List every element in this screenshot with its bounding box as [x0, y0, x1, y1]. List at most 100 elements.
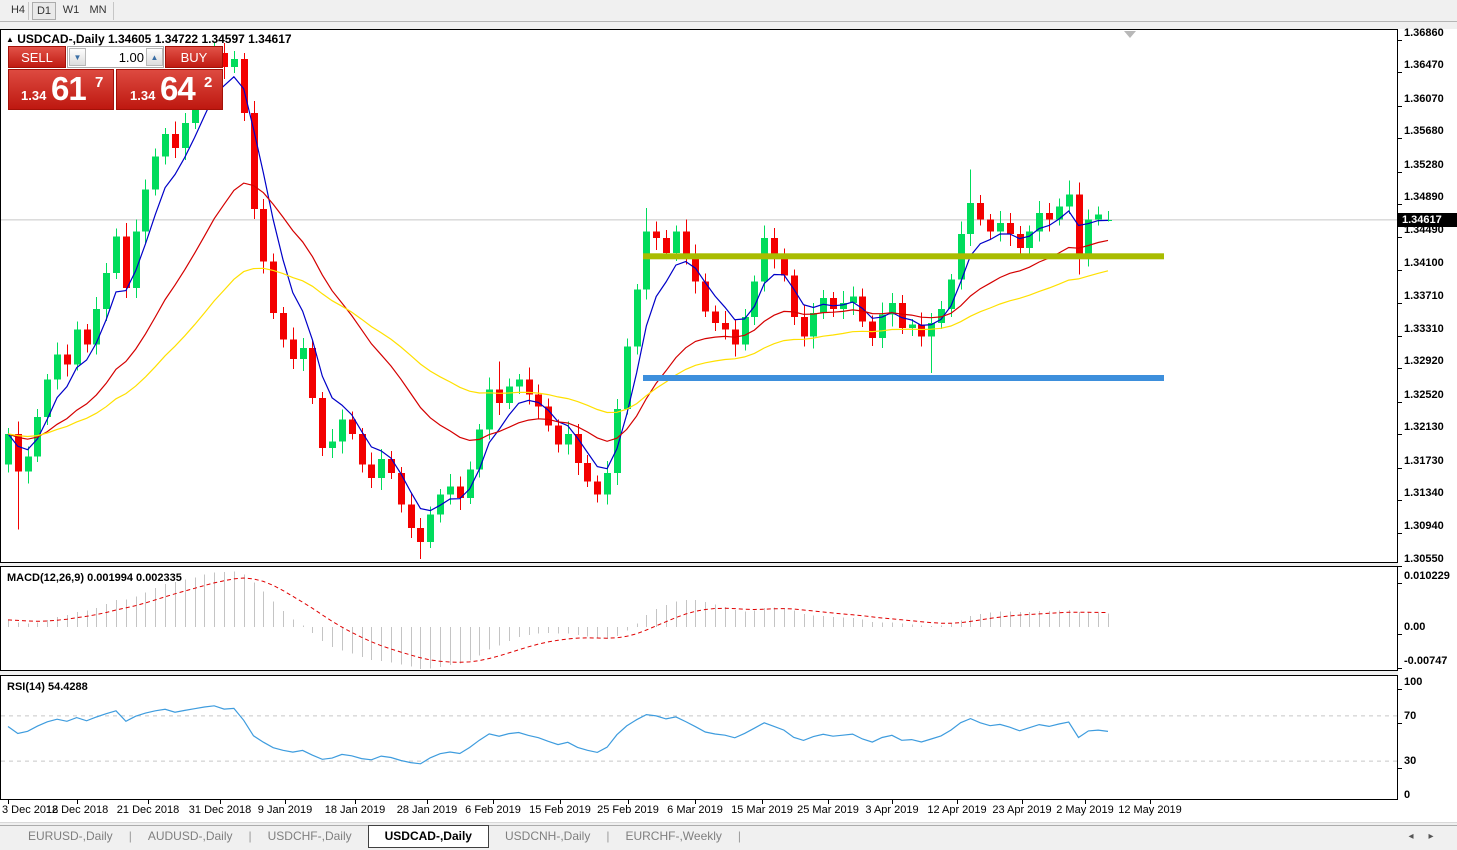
price-axis-label-tick	[1398, 204, 1402, 205]
date-axis-label: 18 Jan 2019	[324, 804, 386, 816]
bid-price-box[interactable]: 1.34 61 7	[8, 69, 114, 110]
date-axis-tick	[628, 800, 629, 804]
price-axis-label-tick	[1398, 172, 1402, 173]
ohlc-open: 1.34605	[107, 32, 152, 46]
price-chart-panel[interactable]	[0, 29, 1398, 563]
date-axis-tick	[1150, 800, 1151, 804]
date-axis-label: 31 Dec 2018	[188, 804, 252, 816]
toolbar-separator	[28, 2, 29, 20]
moving-average-42	[7, 267, 1109, 438]
date-axis-tick	[77, 800, 78, 804]
date-axis-tick	[957, 800, 958, 804]
price-axis-label-tick	[1398, 402, 1402, 403]
date-axis-label: 2 May 2019	[1056, 804, 1114, 816]
tab-scroll-right-icon[interactable]: ▸	[1428, 831, 1434, 842]
price-axis-label-tick	[1398, 270, 1402, 271]
date-axis-label: 12 May 2019	[1118, 804, 1182, 816]
ask-price-prefix: 1.34	[130, 88, 156, 103]
price-axis-label-tick	[1398, 138, 1402, 139]
date-axis-tick	[560, 800, 561, 804]
tab-eurusd-daily[interactable]: EURUSD-,Daily	[28, 829, 113, 843]
date-axis-tick	[1085, 800, 1086, 804]
date-axis-label: 23 Apr 2019	[992, 804, 1052, 816]
current-price-tag: 1.34617	[1398, 213, 1457, 227]
candles	[5, 42, 1112, 559]
date-axis-tick	[427, 800, 428, 804]
price-axis-label-tick	[1398, 368, 1402, 369]
price-axis-label: 1.32920	[1404, 355, 1444, 367]
price-axis-label: 1.32520	[1404, 389, 1444, 401]
tab-separator: |	[737, 829, 742, 843]
rsi-axis-30: 30	[1404, 755, 1417, 767]
macd-axis-max-tick	[1398, 583, 1402, 584]
date-axis-label: 25 Mar 2019	[797, 804, 859, 816]
price-axis-label-tick	[1398, 303, 1402, 304]
toolbar-separator	[113, 2, 114, 20]
chevron-up-icon: ▲	[150, 53, 159, 62]
price-axis-label: 1.33310	[1404, 323, 1444, 335]
date-axis-label: 6 Feb 2019	[465, 804, 521, 816]
timeframe-button-d1[interactable]: D1	[32, 2, 56, 20]
price-axis-label-tick	[1398, 566, 1402, 567]
tab-usdcnh-daily[interactable]: USDCNH-,Daily	[504, 829, 591, 843]
volume-increase-button[interactable]: ▲	[146, 48, 163, 66]
price-axis-label: 1.30940	[1404, 520, 1444, 532]
date-axis-tick	[220, 800, 221, 804]
date-axis-label: 6 Mar 2019	[667, 804, 723, 816]
price-axis-label-tick	[1398, 468, 1402, 469]
macd-axis-min: -0.00747	[1404, 655, 1448, 667]
macd-indicator-panel[interactable]	[0, 566, 1398, 671]
timeframe-button-h4[interactable]: H4	[10, 4, 26, 16]
macd-signal-line	[7, 577, 1109, 663]
moving-average-20	[7, 182, 1109, 442]
chart-symbol-label: USDCAD-,Daily	[17, 32, 105, 46]
date-axis-tick	[762, 800, 763, 804]
price-axis-label-tick	[1398, 237, 1402, 238]
date-axis: 3 Dec 2018 12 Dec 2018 21 Dec 2018 31 Dec 2…	[0, 800, 1457, 822]
statusbar-separator	[0, 822, 1457, 825]
date-axis-label: 12 Dec 2018	[45, 804, 109, 816]
price-axis-label-tick	[1398, 40, 1402, 41]
macd-label: MACD(12,26,9) 0.001994 0.002335	[7, 572, 182, 584]
volume-input[interactable]	[87, 48, 144, 66]
ask-price-box[interactable]: 1.34 64 2	[116, 69, 223, 110]
date-axis-tick	[493, 800, 494, 804]
macd-axis-max: 0.010229	[1404, 570, 1450, 582]
date-axis-label: 3 Apr 2019	[865, 804, 919, 816]
horizontal-line-1	[643, 375, 1164, 381]
price-axis-label: 1.36860	[1404, 27, 1444, 39]
price-axis-label-tick	[1398, 72, 1402, 73]
chart-canvas[interactable]	[0, 22, 1398, 822]
timeframe-button-w1[interactable]: W1	[62, 4, 80, 16]
horizontal-line-0	[643, 253, 1164, 260]
price-axis-label: 1.36470	[1404, 59, 1444, 71]
rsi-indicator-panel[interactable]	[0, 675, 1398, 800]
tab-usdcad-daily[interactable]: USDCAD-,Daily	[367, 825, 489, 848]
timeframe-toolbar: H4 D1 W1 MN	[0, 0, 1457, 22]
ask-price-big: 64	[160, 70, 196, 107]
date-axis-label: 15 Feb 2019	[529, 804, 591, 816]
tab-usdchf-daily[interactable]: USDCHF-,Daily	[267, 829, 352, 843]
price-axis-label: 1.31340	[1404, 487, 1444, 499]
price-axis-label-tick	[1398, 500, 1402, 501]
chart-shift-marker-icon[interactable]	[1124, 31, 1136, 38]
tab-separator: |	[128, 829, 132, 843]
macd-axis-min-tick	[1398, 668, 1402, 669]
rsi-label: RSI(14) 54.4288	[7, 681, 88, 693]
tab-eurchf-weekly[interactable]: EURCHF-,Weekly	[625, 829, 722, 843]
date-axis-label: 12 Apr 2019	[927, 804, 987, 816]
volume-decrease-button[interactable]: ▼	[69, 48, 86, 66]
date-axis-tick	[8, 800, 9, 804]
tab-audusd-daily[interactable]: AUDUSD-,Daily	[147, 829, 233, 843]
ohlc-high: 1.34722	[154, 32, 199, 46]
rsi-axis-30-tick	[1398, 768, 1402, 769]
buy-button[interactable]: BUY	[165, 46, 223, 68]
timeframe-button-mn[interactable]: MN	[89, 4, 107, 16]
date-axis-label: 9 Jan 2019	[257, 804, 313, 816]
tab-separator: |	[606, 829, 610, 843]
date-axis-label: 3 Dec 2018	[2, 804, 59, 816]
tab-scroll-left-icon[interactable]: ◂	[1408, 831, 1414, 842]
trade-panel-collapse-icon[interactable]: ▲	[6, 35, 14, 44]
date-axis-tick	[828, 800, 829, 804]
sell-button[interactable]: SELL	[8, 46, 66, 68]
